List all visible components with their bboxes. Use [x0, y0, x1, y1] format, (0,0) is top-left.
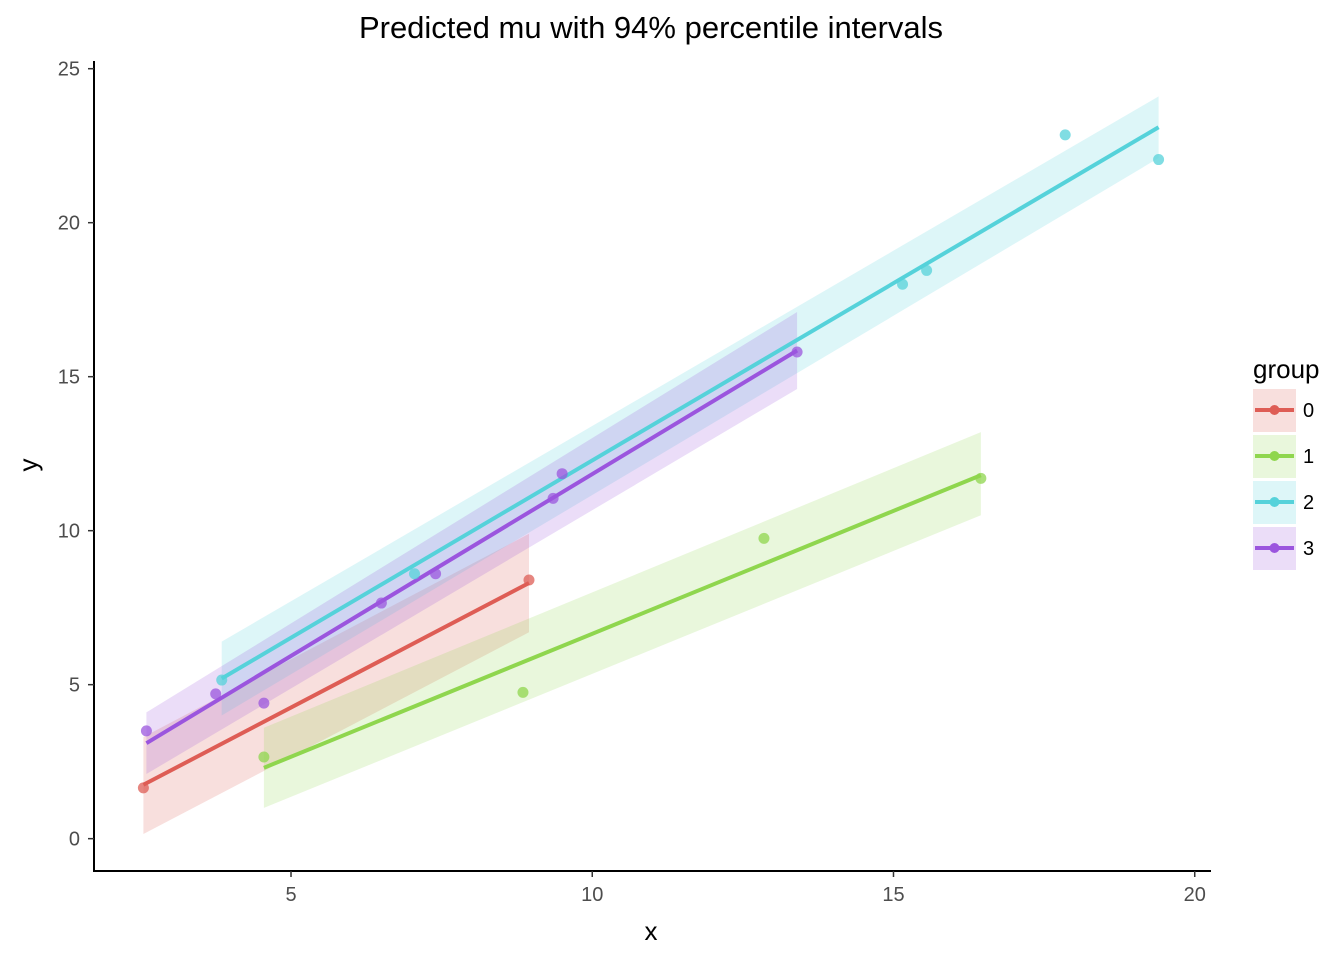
- x-axis-title: x: [645, 916, 658, 946]
- line-group-2: [220, 125, 1160, 681]
- point-group-3-2: [258, 697, 270, 709]
- point-group-2-5: [1153, 154, 1165, 166]
- x-tick-label-5: 5: [285, 884, 296, 906]
- interval-bands: [143, 96, 1159, 834]
- prediction-lines: [142, 125, 1160, 787]
- point-group-3-3: [375, 597, 387, 609]
- point-group-3-6: [556, 468, 568, 480]
- legend-point-3: [1269, 543, 1280, 553]
- point-group-2-3: [921, 264, 933, 276]
- legend-point-2: [1269, 497, 1280, 507]
- y-axis-title: y: [13, 459, 43, 472]
- x-tick-label-20: 20: [1184, 884, 1206, 906]
- chart-title: Predicted mu with 94% percentile interva…: [359, 10, 943, 45]
- line-group-3: [145, 348, 799, 745]
- y-tick-label-25: 25: [58, 59, 80, 81]
- y-tick-label-15: 15: [58, 367, 80, 389]
- band-group-2: [221, 96, 1159, 716]
- point-group-2-1: [409, 568, 421, 580]
- point-group-1-2: [758, 532, 770, 544]
- y-axis-ticks: 0 5 10 15 20 25: [58, 59, 94, 851]
- legend-title: group: [1253, 354, 1320, 384]
- line-group-0: [142, 581, 530, 787]
- y-tick-label-5: 5: [69, 675, 80, 697]
- x-axis-ticks: 5 10 15 20: [285, 871, 1206, 906]
- point-group-3-7: [791, 346, 803, 358]
- legend-point-0: [1269, 405, 1280, 415]
- legend: group 0 1 2 3: [1253, 354, 1320, 570]
- x-tick-label-15: 15: [882, 884, 904, 906]
- point-group-1-1: [517, 686, 529, 698]
- point-group-2-4: [1059, 129, 1071, 141]
- legend-label-2: 2: [1303, 492, 1314, 514]
- point-group-3-5: [547, 492, 559, 504]
- point-group-1-3: [975, 472, 987, 484]
- y-tick-label-10: 10: [58, 521, 80, 543]
- point-group-2-2: [897, 278, 909, 290]
- band-group-3: [146, 312, 798, 774]
- point-group-1-0: [258, 751, 270, 763]
- legend-label-1: 1: [1303, 446, 1314, 468]
- legend-label-0: 0: [1303, 400, 1314, 422]
- y-tick-label-0: 0: [69, 829, 80, 851]
- line-group-1: [263, 473, 982, 770]
- point-group-0-1: [523, 574, 535, 586]
- point-group-2-0: [216, 674, 228, 686]
- point-group-0-0: [137, 782, 149, 794]
- point-group-3-4: [430, 568, 442, 580]
- data-points: [137, 129, 1165, 794]
- y-tick-label-20: 20: [58, 213, 80, 235]
- point-group-3-1: [210, 688, 222, 700]
- legend-label-3: 3: [1303, 538, 1314, 560]
- legend-point-1: [1269, 451, 1280, 461]
- point-group-3-0: [140, 725, 152, 737]
- x-tick-label-10: 10: [581, 884, 603, 906]
